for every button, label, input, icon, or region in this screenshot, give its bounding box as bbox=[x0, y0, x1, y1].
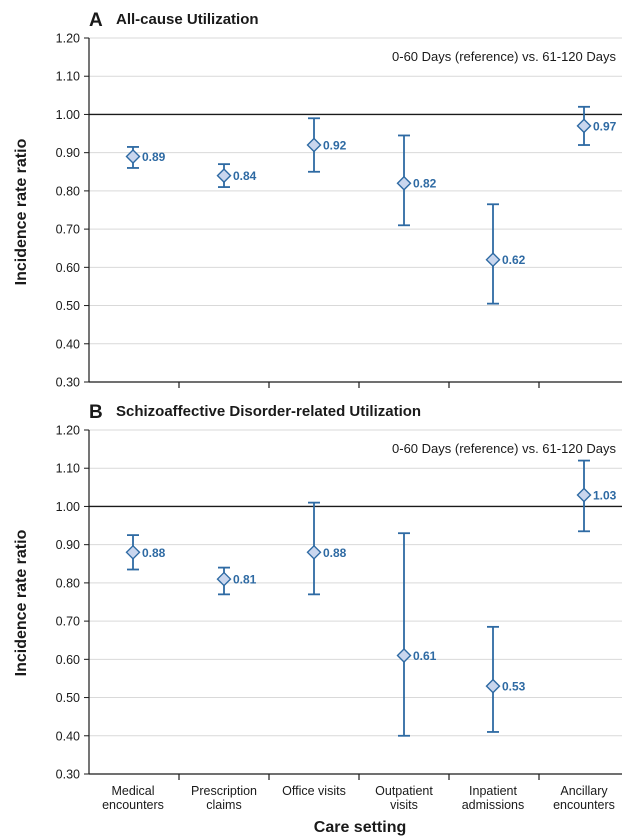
y-tick-label: 0.50 bbox=[56, 691, 80, 705]
x-axis-label: Care setting bbox=[314, 819, 406, 836]
data-point bbox=[125, 148, 141, 164]
data-point bbox=[576, 487, 592, 503]
x-category-label: claims bbox=[206, 798, 241, 812]
panel-letter: B bbox=[89, 402, 103, 423]
data-point bbox=[485, 252, 501, 268]
x-category-label: encounters bbox=[102, 798, 164, 812]
data-label: 0.89 bbox=[142, 150, 166, 164]
x-category-label: visits bbox=[390, 798, 418, 812]
y-tick-label: 0.60 bbox=[56, 653, 80, 667]
y-tick-label: 0.30 bbox=[56, 768, 80, 782]
panel-title: Schizoaffective Disorder-related Utiliza… bbox=[116, 403, 421, 420]
y-tick-label: 1.20 bbox=[56, 424, 80, 438]
y-tick-label: 1.00 bbox=[56, 500, 80, 514]
y-tick-label: 1.00 bbox=[56, 108, 80, 122]
x-category-label: encounters bbox=[553, 798, 615, 812]
x-category-label: Outpatient bbox=[375, 784, 433, 798]
y-tick-label: 0.80 bbox=[56, 576, 80, 590]
data-label: 0.88 bbox=[323, 546, 347, 560]
y-tick-label: 1.10 bbox=[56, 70, 80, 84]
data-point bbox=[306, 544, 322, 560]
data-label: 0.61 bbox=[413, 649, 437, 663]
y-tick-label: 0.90 bbox=[56, 538, 80, 552]
data-point bbox=[216, 168, 232, 184]
data-label: 0.62 bbox=[502, 253, 526, 267]
data-label: 0.88 bbox=[142, 546, 166, 560]
y-tick-label: 0.40 bbox=[56, 337, 80, 351]
data-point bbox=[396, 175, 412, 191]
chart-panel-b: B Schizoaffective Disorder-related Utiliz… bbox=[13, 402, 622, 782]
data-label: 0.92 bbox=[323, 139, 347, 153]
data-label: 1.03 bbox=[593, 488, 617, 502]
y-tick-label: 0.70 bbox=[56, 223, 80, 237]
y-tick-label: 0.90 bbox=[56, 146, 80, 160]
x-category-label: Medical bbox=[111, 784, 154, 798]
data-label: 0.82 bbox=[413, 177, 437, 191]
data-point bbox=[306, 137, 322, 153]
x-category-label: Ancillary bbox=[560, 784, 608, 798]
panel-annotation: 0-60 Days (reference) vs. 61-120 Days bbox=[392, 441, 616, 456]
data-point bbox=[125, 544, 141, 560]
chart-panel-a: A All-cause Utilization Incidence rate rat… bbox=[13, 10, 622, 390]
y-tick-label: 0.70 bbox=[56, 615, 80, 629]
y-tick-label: 1.10 bbox=[56, 462, 80, 476]
x-category-label: Prescription bbox=[191, 784, 257, 798]
panel-annotation: 0-60 Days (reference) vs. 61-120 Days bbox=[392, 49, 616, 64]
data-label: 0.53 bbox=[502, 680, 526, 694]
x-category-label: Office visits bbox=[282, 784, 346, 798]
y-tick-label: 0.60 bbox=[56, 261, 80, 275]
data-label: 0.81 bbox=[233, 573, 257, 587]
y-tick-label: 0.40 bbox=[56, 729, 80, 743]
y-tick-label: 1.20 bbox=[56, 32, 80, 46]
data-point bbox=[485, 678, 501, 694]
x-category-label: admissions bbox=[462, 798, 525, 812]
data-point bbox=[216, 571, 232, 587]
y-tick-label: 0.80 bbox=[56, 184, 80, 198]
y-tick-label: 0.50 bbox=[56, 299, 80, 313]
panel-title: All-cause Utilization bbox=[116, 11, 259, 28]
y-axis-label: Incidence rate ratio bbox=[13, 529, 30, 676]
data-point bbox=[396, 648, 412, 664]
x-category-label: Inpatient bbox=[469, 784, 517, 798]
y-tick-label: 0.30 bbox=[56, 376, 80, 390]
panel-letter: A bbox=[89, 10, 103, 31]
data-point bbox=[576, 118, 592, 134]
y-axis-label: Incidence rate ratio bbox=[13, 138, 30, 285]
data-label: 0.97 bbox=[593, 119, 617, 133]
data-label: 0.84 bbox=[233, 169, 257, 183]
